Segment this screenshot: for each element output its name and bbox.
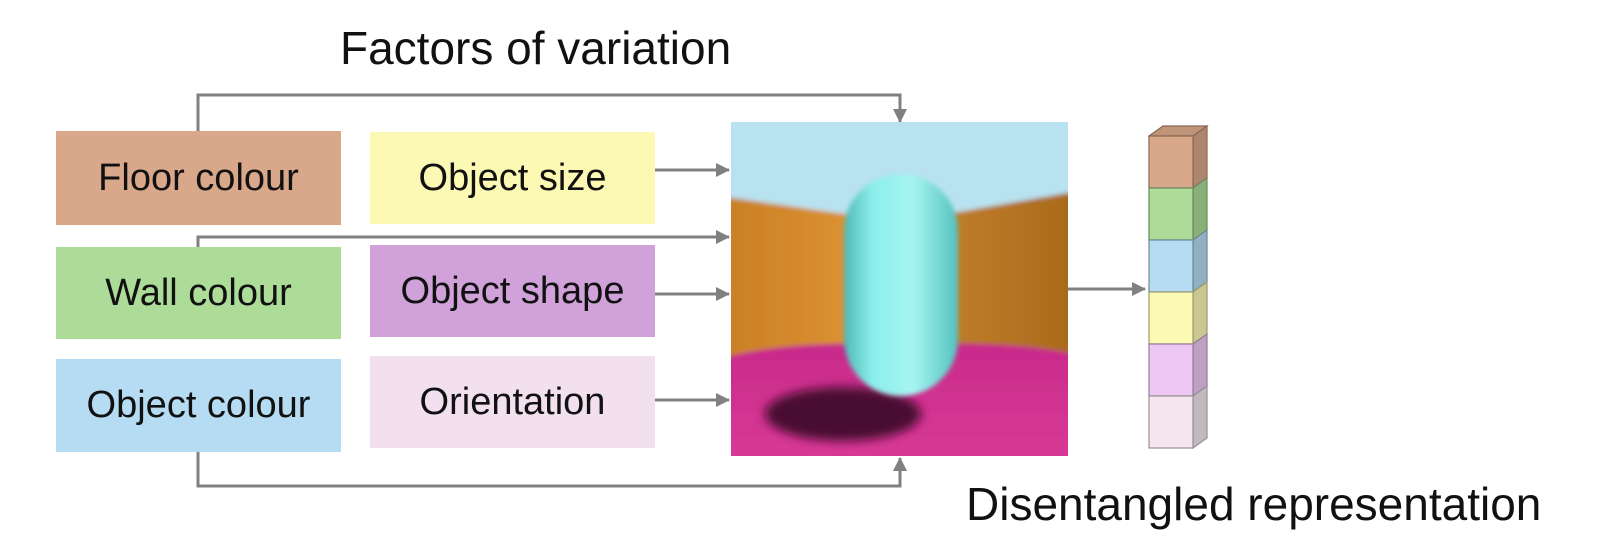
factor-object-size: Object size: [370, 132, 655, 224]
factor-orientation: Orientation: [370, 356, 655, 448]
factor-wall-colour: Wall colour: [56, 247, 341, 339]
factor-object-shape-label: Object shape: [400, 269, 625, 312]
scene-capsule-object: [844, 174, 958, 396]
factors-title: Factors of variation: [340, 22, 732, 74]
factor-object-colour-label: Object colour: [86, 384, 311, 426]
arrow-wall-to-scene: [196, 230, 730, 247]
factor-object-size-label: Object size: [418, 156, 607, 199]
latent-segment-objcolour: [1148, 228, 1208, 294]
arrow-floor-to-scene: [196, 93, 907, 131]
latent-segment-size: [1148, 280, 1208, 346]
factor-floor-colour: Floor colour: [56, 131, 341, 225]
factor-object-colour: Object colour: [56, 359, 341, 452]
factor-orientation-label: Orientation: [419, 380, 606, 423]
factor-floor-colour-label: Floor colour: [98, 156, 299, 199]
disentangled-representation-vector: [1148, 124, 1209, 450]
scene-object-shadow: [765, 387, 921, 441]
factor-object-shape: Object shape: [370, 245, 655, 337]
factor-wall-colour-label: Wall colour: [105, 271, 292, 314]
rendered-scene-image: [731, 122, 1068, 456]
latent-segment-floor: [1148, 124, 1209, 190]
latent-segment-orientation: [1148, 384, 1208, 450]
representation-caption: Disentangled representation: [966, 478, 1542, 530]
latent-segment-shape: [1148, 332, 1208, 398]
arrow-object-colour-to-scene: [196, 452, 907, 488]
